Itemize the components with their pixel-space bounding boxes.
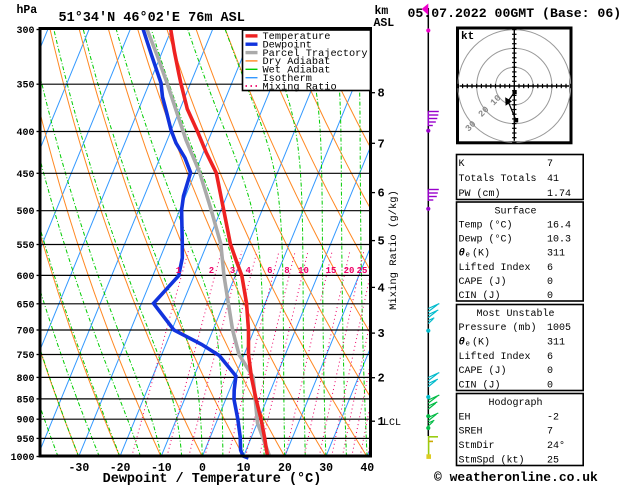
svg-text:4: 4 [378,281,385,295]
svg-text:SREH: SREH [459,427,483,438]
svg-text:e: e [466,252,471,260]
svg-text:CAPE (J): CAPE (J) [459,276,507,288]
svg-text:311: 311 [547,338,565,349]
svg-text:CIN (J): CIN (J) [459,290,501,302]
svg-text:© weatheronline.co.uk: © weatheronline.co.uk [434,470,598,485]
svg-text:CIN (J): CIN (J) [459,380,501,392]
svg-text:25: 25 [547,456,559,467]
svg-text:6: 6 [547,263,553,274]
svg-text:θ: θ [459,337,465,349]
svg-text:10: 10 [298,266,309,276]
svg-text:20: 20 [344,266,355,276]
svg-text:Mixing Ratio: Mixing Ratio [263,81,337,93]
svg-text:PW (cm): PW (cm) [459,188,501,200]
svg-text:300: 300 [16,26,34,37]
svg-text:51°34'N 46°02'E 76m ASL: 51°34'N 46°02'E 76m ASL [59,11,245,26]
svg-text:350: 350 [16,81,34,92]
svg-text:6: 6 [547,352,553,363]
svg-text:CAPE (J): CAPE (J) [459,365,507,377]
svg-text:0: 0 [547,277,553,288]
svg-text:4: 4 [245,266,251,276]
svg-text:Mixing Ratio (g/kg): Mixing Ratio (g/kg) [388,190,400,310]
svg-text:7: 7 [378,137,385,151]
svg-text:hPa: hPa [17,4,38,17]
svg-text:500: 500 [16,207,34,218]
svg-text:450: 450 [16,170,34,181]
svg-text:850: 850 [16,395,34,406]
svg-text:7: 7 [547,159,553,170]
svg-text:24°: 24° [547,440,565,452]
svg-text:2: 2 [209,266,214,276]
svg-text:3: 3 [230,266,235,276]
svg-text:Pressure (mb): Pressure (mb) [459,322,537,334]
svg-text:2: 2 [378,372,385,386]
svg-text:ASL: ASL [374,17,395,30]
svg-text:0: 0 [547,291,553,302]
svg-text:5: 5 [378,235,385,249]
svg-text:900: 900 [16,416,34,427]
svg-text:1000: 1000 [10,453,34,464]
svg-text:600: 600 [16,272,34,283]
svg-text:LCL: LCL [383,418,401,429]
svg-text:7: 7 [547,427,553,438]
svg-text:1005: 1005 [547,323,571,334]
svg-text:05.07.2022 00GMT (Base: 06): 05.07.2022 00GMT (Base: 06) [408,6,622,21]
svg-text:8: 8 [378,87,385,101]
svg-text:0: 0 [547,366,553,377]
svg-text:3: 3 [378,327,385,341]
svg-text:EH: EH [459,412,471,423]
svg-text:311: 311 [547,249,565,260]
svg-text:750: 750 [16,351,34,362]
svg-text:Temp (°C): Temp (°C) [459,219,513,231]
svg-text:6: 6 [267,266,272,276]
svg-text:400: 400 [16,128,34,139]
svg-text:kt: kt [461,31,474,43]
svg-text:Dewpoint / Temperature (°C): Dewpoint / Temperature (°C) [103,472,322,486]
svg-text:25: 25 [357,266,368,276]
svg-text:950: 950 [16,435,34,446]
svg-text:650: 650 [16,300,34,311]
svg-text:Hodograph: Hodograph [488,397,542,409]
svg-text:Dewp (°C): Dewp (°C) [459,234,513,246]
svg-text:(K): (K) [472,248,490,260]
svg-text:16.4: 16.4 [547,220,571,231]
svg-text:800: 800 [16,374,34,385]
svg-text:(K): (K) [472,337,490,349]
svg-text:1: 1 [176,266,182,276]
svg-text:6: 6 [378,187,385,201]
svg-text:Totals Totals: Totals Totals [459,173,537,185]
svg-text:-30: -30 [69,462,90,475]
svg-text:40: 40 [360,462,374,475]
svg-text:Lifted Index: Lifted Index [459,351,531,363]
svg-text:StmDir: StmDir [459,440,495,452]
svg-text:e: e [466,341,471,349]
svg-text:15: 15 [326,266,337,276]
svg-text:8: 8 [284,266,289,276]
svg-text:10.3: 10.3 [547,235,571,246]
svg-text:41: 41 [547,174,559,185]
svg-text:-2: -2 [547,412,559,423]
svg-text:Most Unstable: Most Unstable [476,308,554,320]
svg-text:K: K [459,159,465,170]
svg-text:0: 0 [547,381,553,392]
svg-text:700: 700 [16,327,34,338]
svg-text:Lifted Index: Lifted Index [459,262,531,274]
svg-text:Surface: Surface [494,205,536,217]
svg-text:StmSpd (kt): StmSpd (kt) [459,455,525,467]
svg-text:θ: θ [459,248,465,260]
svg-text:1.74: 1.74 [547,189,571,200]
svg-text:550: 550 [16,241,34,252]
